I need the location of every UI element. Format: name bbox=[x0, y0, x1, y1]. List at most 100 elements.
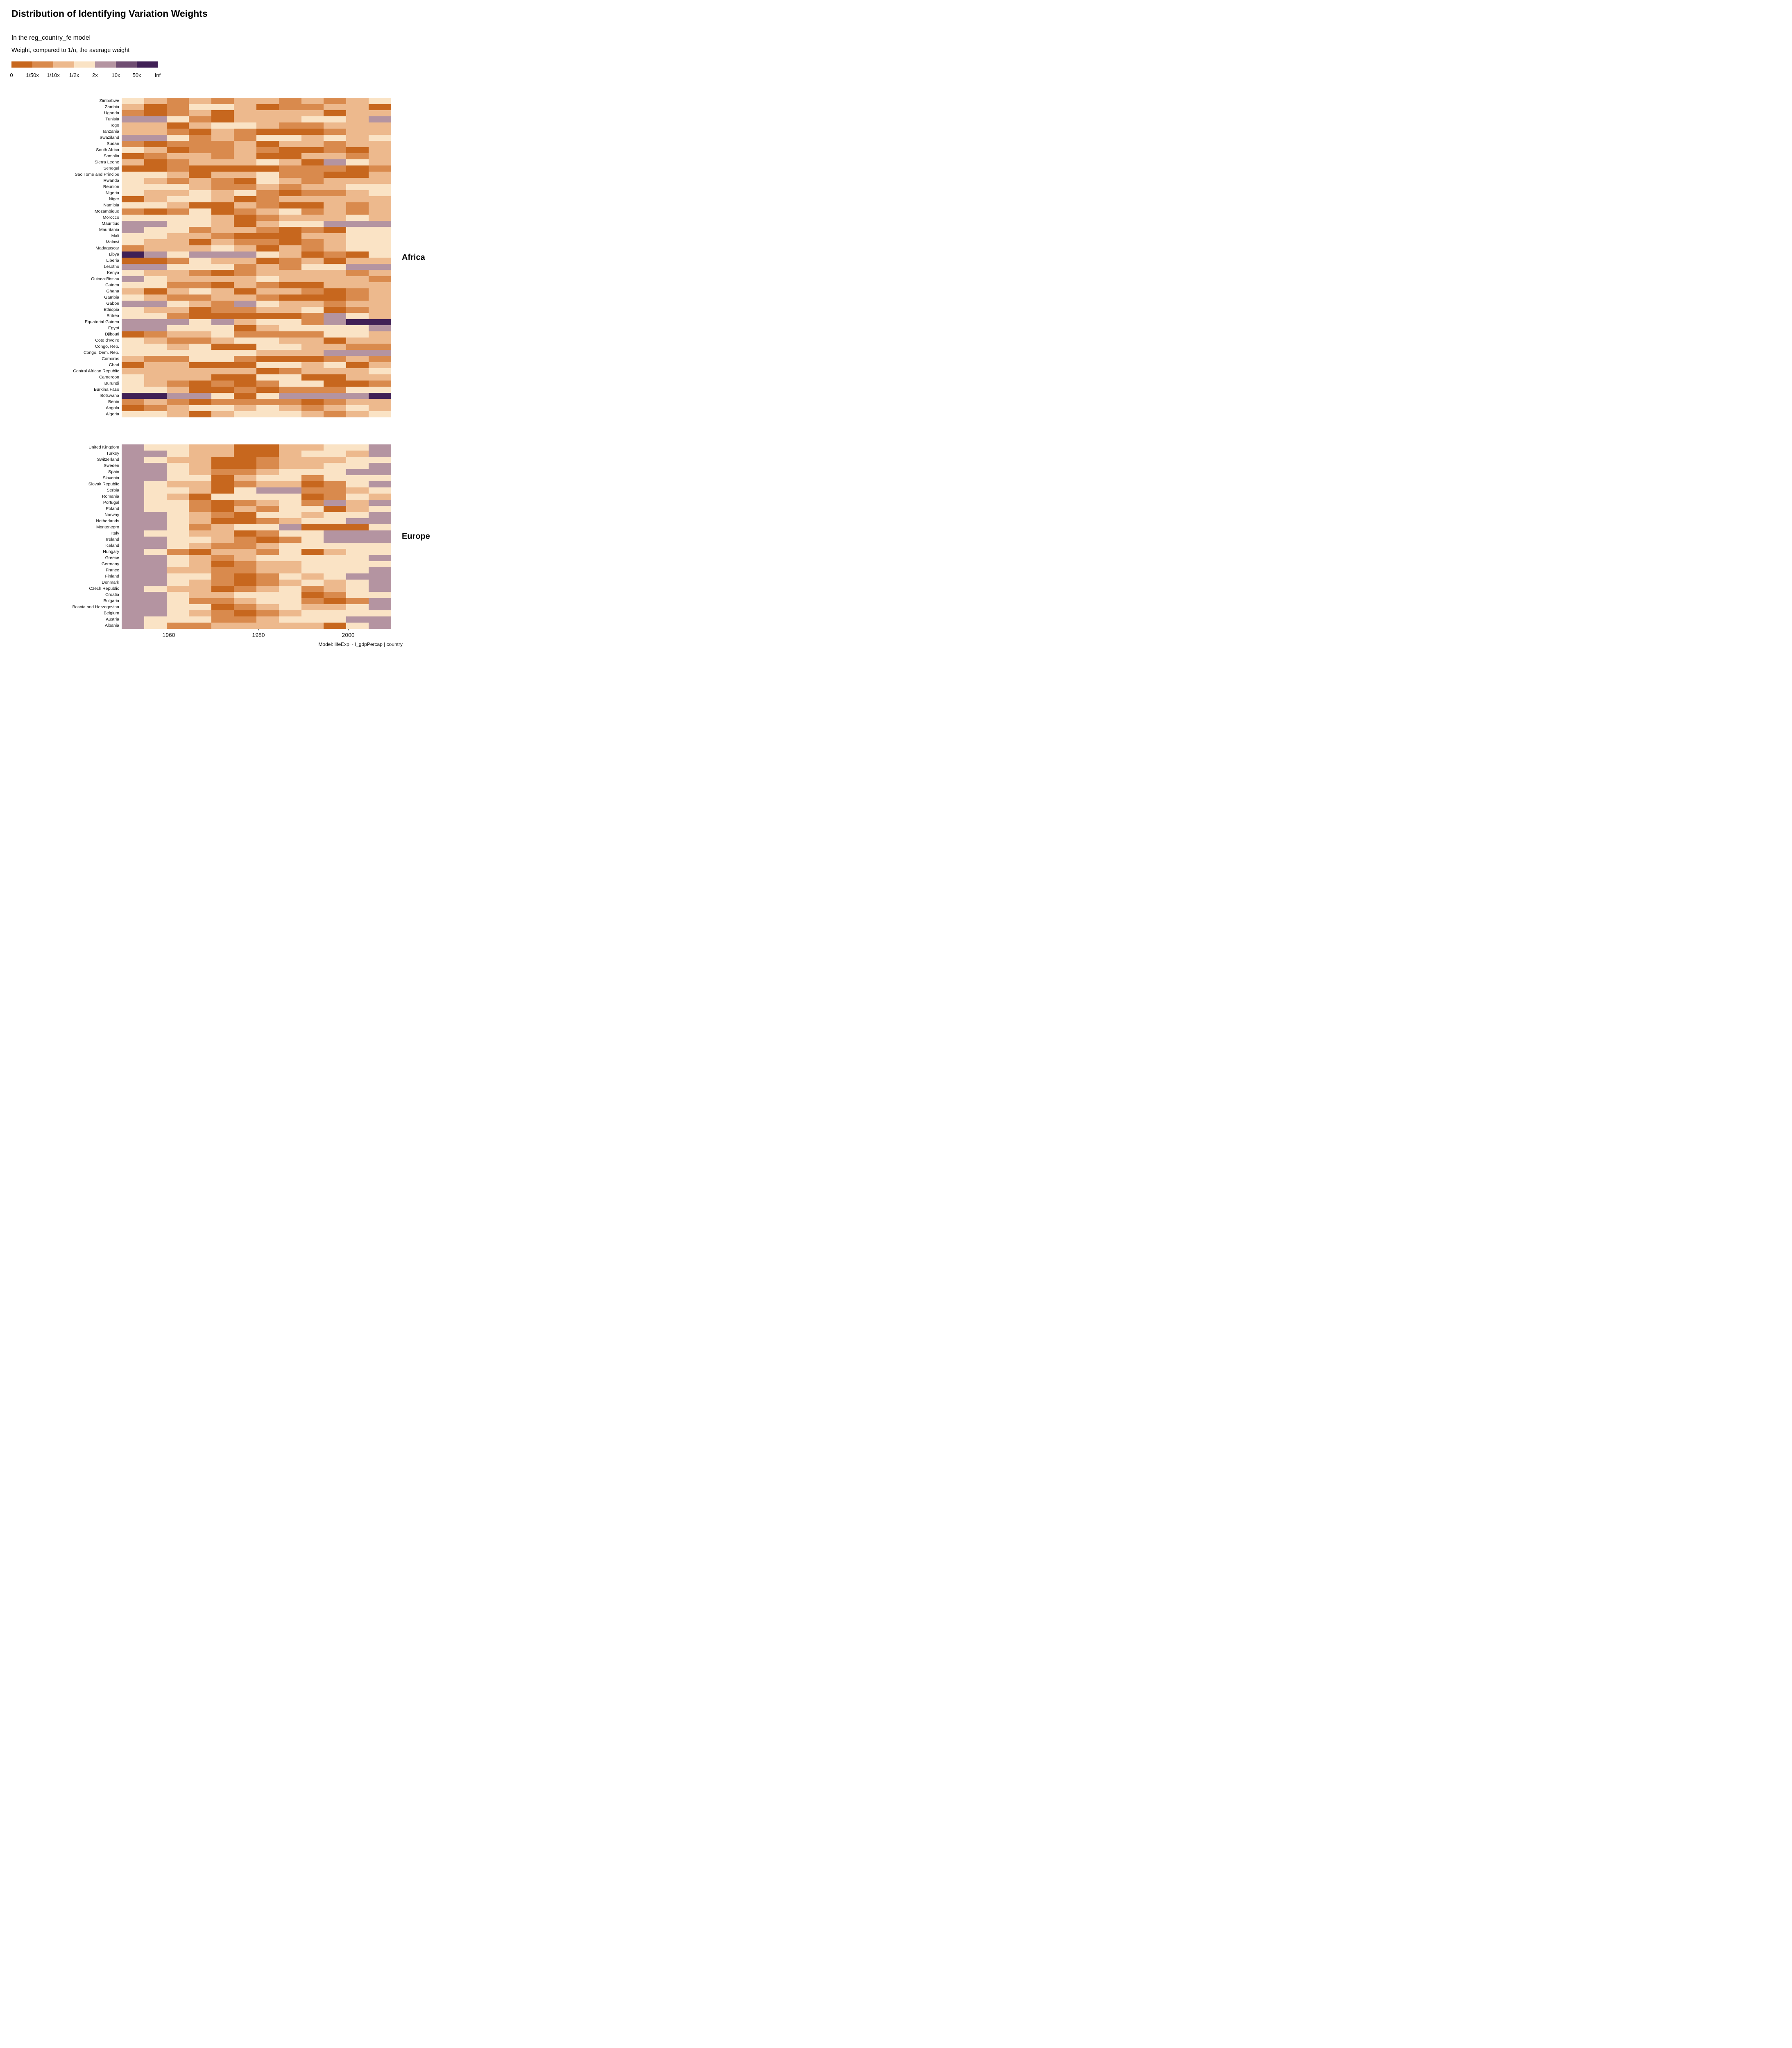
y-axis-label: Central African Republic bbox=[73, 369, 119, 374]
heatmap-cell bbox=[211, 537, 234, 543]
heatmap-cell bbox=[189, 543, 212, 549]
chart-subtitle: In the reg_country_fe model bbox=[11, 34, 91, 41]
heatmap-cell bbox=[346, 444, 369, 451]
heatmap-cell bbox=[211, 331, 234, 338]
heatmap-cell bbox=[234, 567, 256, 573]
heatmap-cell bbox=[324, 295, 347, 301]
heatmap-cell bbox=[189, 524, 212, 530]
heatmap-cell bbox=[369, 196, 391, 202]
heatmap-cell bbox=[122, 506, 144, 512]
heatmap-cell bbox=[369, 411, 391, 417]
heatmap-cell bbox=[211, 586, 234, 592]
facet-label-africa: Africa bbox=[402, 253, 425, 262]
heatmap-cell bbox=[122, 307, 144, 313]
heatmap-cell bbox=[256, 239, 279, 245]
heatmap-cell bbox=[301, 381, 324, 387]
heatmap-cell bbox=[369, 178, 391, 184]
heatmap-cell bbox=[211, 494, 234, 500]
heatmap-cell bbox=[234, 537, 256, 543]
heatmap-cell bbox=[279, 555, 301, 561]
heatmap-cell bbox=[189, 172, 212, 178]
heatmap-cell bbox=[166, 518, 189, 524]
heatmap-cell bbox=[279, 610, 301, 616]
heatmap-cell bbox=[234, 512, 256, 518]
heatmap-cell bbox=[144, 362, 167, 368]
heatmap-cell bbox=[189, 567, 212, 573]
heatmap-cell bbox=[234, 172, 256, 178]
heatmap-cell bbox=[346, 368, 369, 374]
heatmap-cell bbox=[122, 251, 144, 258]
heatmap-cell bbox=[189, 325, 212, 331]
heatmap-cell bbox=[144, 393, 167, 399]
y-axis-label: Madagascar bbox=[95, 246, 119, 251]
heatmap-cell bbox=[256, 325, 279, 331]
heatmap-cell bbox=[144, 586, 167, 592]
heatmap-cell bbox=[189, 196, 212, 202]
heatmap-cell bbox=[211, 561, 234, 567]
heatmap-cell bbox=[256, 190, 279, 196]
heatmap-cell bbox=[346, 135, 369, 141]
heatmap-cell bbox=[166, 221, 189, 227]
heatmap-cell bbox=[324, 319, 347, 325]
heatmap-cell bbox=[346, 104, 369, 110]
heatmap-cell bbox=[279, 178, 301, 184]
heatmap-cell bbox=[189, 116, 212, 122]
heatmap-cell bbox=[324, 537, 347, 543]
heatmap-cell bbox=[279, 487, 301, 494]
heatmap-cell bbox=[256, 147, 279, 153]
heatmap-cell bbox=[301, 451, 324, 457]
heatmap-cell bbox=[346, 276, 369, 282]
heatmap-cell bbox=[279, 573, 301, 580]
heatmap-cell bbox=[166, 338, 189, 344]
heatmap-cell bbox=[256, 301, 279, 307]
legend-tick-label: 0 bbox=[10, 72, 13, 78]
heatmap-cell bbox=[346, 475, 369, 481]
heatmap-cell bbox=[301, 344, 324, 350]
heatmap-cell bbox=[369, 537, 391, 543]
heatmap-cell bbox=[211, 338, 234, 344]
heatmap-cell bbox=[324, 270, 347, 276]
heatmap-cell bbox=[301, 239, 324, 245]
heatmap-cell bbox=[346, 141, 369, 147]
heatmap-cell bbox=[122, 215, 144, 221]
heatmap-cell bbox=[166, 598, 189, 604]
heatmap-cell bbox=[369, 561, 391, 567]
heatmap-cell bbox=[234, 245, 256, 251]
heatmap-cell bbox=[234, 500, 256, 506]
heatmap-cell bbox=[166, 104, 189, 110]
heatmap-cell bbox=[256, 623, 279, 629]
heatmap-cell bbox=[369, 313, 391, 319]
heatmap-cell bbox=[279, 264, 301, 270]
heatmap-cell bbox=[301, 506, 324, 512]
heatmap-cell bbox=[122, 153, 144, 159]
heatmap-cell bbox=[211, 506, 234, 512]
heatmap-cell bbox=[324, 381, 347, 387]
heatmap-cell bbox=[166, 301, 189, 307]
heatmap-cell bbox=[122, 331, 144, 338]
heatmap-cell bbox=[122, 475, 144, 481]
heatmap-cell bbox=[144, 110, 167, 116]
heatmap-cell bbox=[166, 555, 189, 561]
heatmap-cell bbox=[256, 215, 279, 221]
y-axis-label: Ethiopia bbox=[104, 307, 119, 312]
heatmap-cell bbox=[189, 338, 212, 344]
heatmap-cell bbox=[166, 405, 189, 411]
heatmap-cell bbox=[211, 610, 234, 616]
heatmap-cell bbox=[256, 313, 279, 319]
heatmap-cell bbox=[324, 399, 347, 405]
heatmap-cell bbox=[144, 295, 167, 301]
heatmap-cell bbox=[144, 561, 167, 567]
heatmap-cell bbox=[122, 598, 144, 604]
heatmap-cell bbox=[301, 172, 324, 178]
heatmap-cell bbox=[211, 141, 234, 147]
heatmap-cell bbox=[144, 141, 167, 147]
heatmap-cell bbox=[324, 301, 347, 307]
heatmap-cell bbox=[122, 592, 144, 598]
y-axis-label: Bulgaria bbox=[103, 598, 119, 603]
heatmap-cell bbox=[189, 573, 212, 580]
heatmap-cell bbox=[189, 512, 212, 518]
y-axis-label: Equatorial Guinea bbox=[84, 319, 119, 324]
heatmap-cell bbox=[346, 457, 369, 463]
heatmap-cell bbox=[369, 110, 391, 116]
heatmap-cell bbox=[324, 215, 347, 221]
